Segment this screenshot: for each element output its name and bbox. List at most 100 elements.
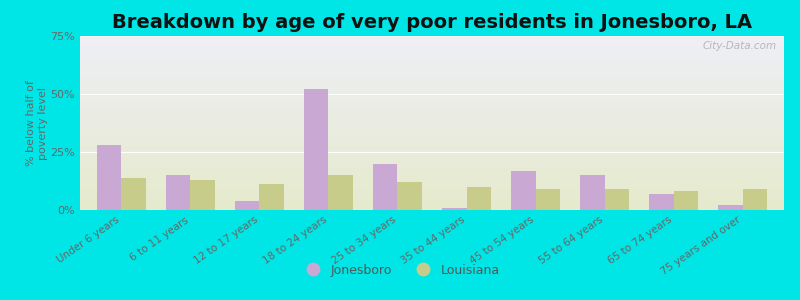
Bar [80,58,784,60]
Bar [80,200,784,201]
Bar [80,97,784,99]
Bar [190,180,214,210]
Bar [80,52,784,53]
Bar [80,118,784,119]
Bar [511,171,535,210]
Bar [80,194,784,196]
Bar [80,137,784,139]
Bar [80,83,784,85]
Bar [80,163,784,165]
Bar [80,151,784,153]
Bar [80,177,784,179]
Bar [329,175,353,210]
Bar [80,53,784,55]
Bar [80,121,784,123]
Bar [674,191,698,210]
Bar [80,88,784,90]
Bar [374,164,398,210]
Bar [80,60,784,62]
Bar [80,205,784,206]
Bar [80,165,784,167]
Bar [80,40,784,41]
Y-axis label: % below half of
poverty level: % below half of poverty level [26,80,48,166]
Bar [80,64,784,66]
Bar [80,134,784,135]
Bar [80,168,784,170]
Bar [80,111,784,112]
Bar [80,100,784,102]
Bar [80,142,784,144]
Bar [80,186,784,188]
Bar [80,180,784,182]
Bar [398,182,422,210]
Bar [535,189,560,210]
Bar [80,73,784,74]
Bar [80,80,784,81]
Bar [80,50,784,52]
Bar [80,102,784,104]
Bar [80,81,784,83]
Bar [80,106,784,107]
Bar [80,107,784,109]
Bar [605,189,629,210]
Bar [80,66,784,67]
Legend: Jonesboro, Louisiana: Jonesboro, Louisiana [295,259,505,282]
Bar [80,167,784,168]
Bar [80,36,784,38]
Bar [718,206,742,210]
Bar [80,184,784,186]
Bar [650,194,674,210]
Title: Breakdown by age of very poor residents in Jonesboro, LA: Breakdown by age of very poor residents … [112,13,752,32]
Bar [80,67,784,69]
Bar [80,127,784,128]
Bar [80,62,784,64]
Bar [80,92,784,93]
Bar [80,172,784,173]
Bar [80,206,784,208]
Bar [80,109,784,111]
Bar [80,104,784,106]
Bar [80,144,784,146]
Bar [80,116,784,118]
Bar [80,188,784,189]
Bar [80,128,784,130]
Bar [80,41,784,43]
Bar [80,74,784,76]
Bar [80,85,784,86]
Bar [80,86,784,88]
Bar [80,119,784,121]
Bar [259,184,284,210]
Bar [98,145,122,210]
Bar [80,48,784,50]
Bar [80,93,784,95]
Bar [80,99,784,100]
Bar [80,189,784,191]
Bar [80,125,784,127]
Bar [742,189,766,210]
Bar [80,147,784,149]
Bar [580,175,605,210]
Bar [80,149,784,151]
Bar [80,156,784,158]
Bar [80,71,784,73]
Bar [80,161,784,163]
Bar [80,173,784,175]
Bar [80,193,784,194]
Bar [80,139,784,140]
Bar [80,38,784,40]
Text: City-Data.com: City-Data.com [703,41,777,51]
Bar [80,123,784,125]
Bar [80,201,784,203]
Bar [80,160,784,161]
Bar [80,203,784,205]
Bar [80,69,784,71]
Bar [80,158,784,160]
Bar [80,191,784,193]
Bar [80,146,784,147]
Bar [80,196,784,198]
Bar [80,153,784,154]
Bar [80,182,784,184]
Bar [122,178,146,210]
Bar [80,76,784,78]
Bar [80,179,784,180]
